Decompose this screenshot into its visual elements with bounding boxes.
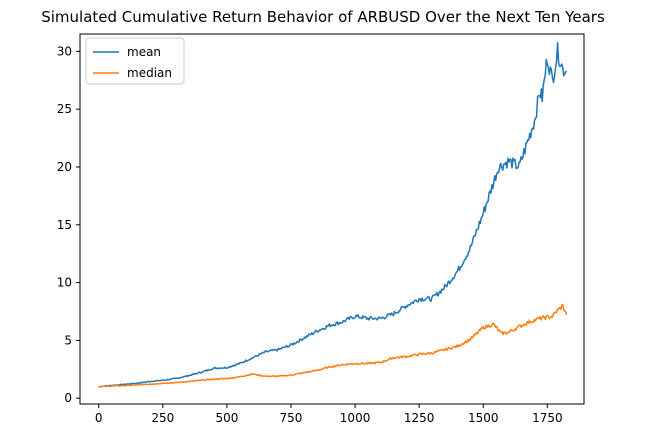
y-tick-label: 0 [64, 391, 72, 405]
x-tick-label: 750 [280, 411, 303, 425]
y-axis: 0 5 10 15 20 25 30 [57, 44, 80, 405]
plot-frame [79, 33, 585, 405]
legend-label-mean: mean [127, 45, 161, 59]
y-tick-label: 15 [57, 218, 72, 232]
y-tick-label: 30 [57, 44, 72, 58]
x-tick-label: 0 [95, 411, 103, 425]
series-line-median [98, 303, 568, 388]
y-tick-label: 10 [57, 276, 72, 290]
x-tick-label: 1000 [340, 411, 371, 425]
x-axis: 0 250 500 750 1000 1250 1500 1750 [95, 404, 563, 425]
x-tick-label: 1250 [404, 411, 435, 425]
x-tick-label: 500 [215, 411, 238, 425]
legend-label-median: median [127, 66, 172, 80]
x-tick-label: 1750 [532, 411, 563, 425]
x-tick-label: 1500 [468, 411, 499, 425]
series-line-mean [98, 41, 567, 388]
chart-title: Simulated Cumulative Return Behavior of … [41, 8, 605, 26]
legend: mean median [85, 37, 185, 85]
y-tick-label: 5 [64, 333, 72, 347]
x-tick-label: 250 [151, 411, 174, 425]
y-tick-label: 25 [57, 102, 72, 116]
y-tick-label: 20 [57, 160, 72, 174]
series-group [98, 41, 568, 388]
